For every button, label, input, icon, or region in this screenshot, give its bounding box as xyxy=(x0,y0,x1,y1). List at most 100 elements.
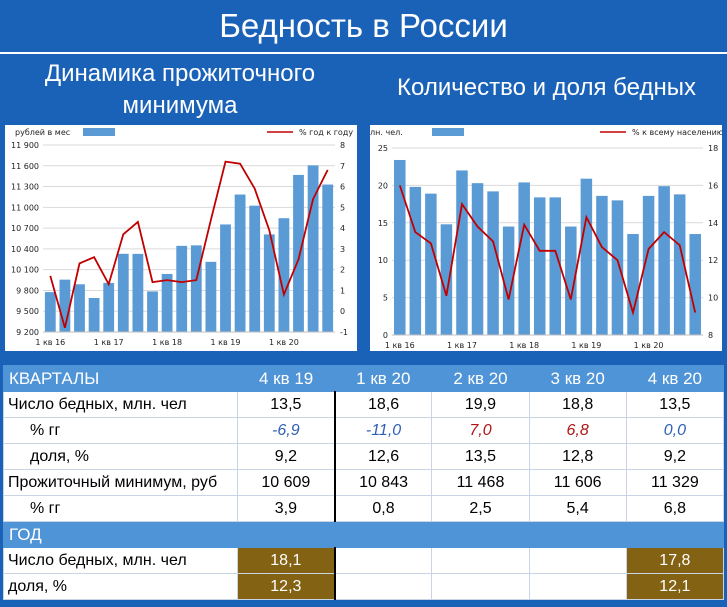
year-header-cell xyxy=(431,521,530,548)
x-tick-label: 1 кв 16 xyxy=(385,341,415,350)
table-cell: 6,8 xyxy=(625,495,725,522)
bar xyxy=(565,226,577,335)
bar xyxy=(132,253,144,332)
legend-bar-swatch xyxy=(83,128,115,136)
y-left-tick-label: 15 xyxy=(378,219,388,228)
bar xyxy=(190,245,202,332)
legend-bar-label: млн. чел. xyxy=(370,128,403,137)
x-tick-label: 1 кв 18 xyxy=(509,341,539,350)
bar xyxy=(249,205,261,332)
subsistence-minimum-chart: рублей в мес % год к году 9 200 9 500 9 800 1… xyxy=(5,125,357,351)
bar xyxy=(322,184,334,332)
y-right-tick-label: 8 xyxy=(340,141,345,150)
legend-line-label: % год к году xyxy=(299,128,353,137)
empty-cell xyxy=(431,573,530,600)
y-left-tick-label: 11 600 xyxy=(11,162,39,171)
y-right-tick-label: 12 xyxy=(708,256,718,265)
legend-bar-swatch xyxy=(432,128,464,136)
x-tick-label: 1 кв 20 xyxy=(634,341,664,350)
year-header-cell xyxy=(528,521,627,548)
y-left-tick-label: 0 xyxy=(383,331,388,340)
year-header-row: ГОД xyxy=(3,521,725,548)
row-label: % гг xyxy=(3,495,238,522)
table-header-row: КВАРТАЛЫ 4 кв 19 1 кв 20 2 кв 20 3 кв 20… xyxy=(3,365,725,392)
empty-cell xyxy=(333,573,433,600)
row-label: Прожиточный минимум, руб xyxy=(3,469,238,496)
table-row: доля, % 9,2 12,6 13,5 12,8 9,2 xyxy=(3,443,725,470)
empty-cell xyxy=(431,547,530,574)
x-tick-label: 1 кв 19 xyxy=(571,341,601,350)
bar xyxy=(502,226,515,335)
y-left-tick-label: 9 800 xyxy=(16,286,39,295)
year-value-cell: 12,3 xyxy=(236,573,336,600)
quarters-header: КВАРТАЛЫ xyxy=(3,365,238,392)
bar xyxy=(307,165,319,332)
page-title: Бедность в России xyxy=(219,7,508,44)
bar xyxy=(161,273,173,332)
y-right-tick-label: 16 xyxy=(708,181,718,190)
table-cell: 13,5 xyxy=(236,391,336,418)
row-label: доля, % xyxy=(3,573,238,600)
subsistence-minimum-chart-svg: рублей в мес % год к году 9 200 9 500 9 800 1… xyxy=(11,128,353,347)
row-label: % гг xyxy=(3,417,238,444)
x-tick-label: 1 кв 19 xyxy=(211,338,241,347)
bar xyxy=(234,194,246,332)
y-right-tick-label: 3 xyxy=(340,245,345,254)
table-cell: 2,5 xyxy=(431,495,530,522)
table-cell: 13,5 xyxy=(431,443,530,470)
year-header-cell xyxy=(334,521,433,548)
bar xyxy=(205,261,217,332)
bar xyxy=(611,200,624,335)
bar xyxy=(487,191,499,335)
right-chart-heading: Количество и доля бедных xyxy=(397,74,696,101)
empty-cell xyxy=(528,573,627,600)
bar xyxy=(549,197,562,335)
row-label: доля, % xyxy=(3,443,238,470)
poverty-count-chart-svg: млн. чел. % к всему населению 0 5 10 15 20 25 8 1… xyxy=(370,128,722,350)
y-right-tick-label: -1 xyxy=(340,328,348,337)
y-right-tick-label: 10 xyxy=(708,294,718,303)
table-cell: 9,2 xyxy=(236,443,336,470)
table-cell: 19,9 xyxy=(431,391,530,418)
table-row: Число бедных, млн. чел 13,5 18,6 19,9 18… xyxy=(3,391,725,418)
y-left-tick-label: 11 000 xyxy=(11,203,39,212)
quarter-header: 3 кв 20 xyxy=(528,365,627,392)
x-tick-label: 1 кв 20 xyxy=(269,338,299,347)
year-value-cell: 18,1 xyxy=(236,547,336,574)
line-series xyxy=(398,185,697,317)
bar xyxy=(278,218,290,332)
legend-line-label: % к всему населению xyxy=(632,128,722,137)
bar xyxy=(394,159,406,335)
table-cell: 9,2 xyxy=(625,443,725,470)
table-row: доля, % 12,3 12,1 xyxy=(3,573,725,600)
table-cell: 0,8 xyxy=(333,495,433,522)
bar xyxy=(147,291,158,332)
bar xyxy=(117,253,129,332)
bar xyxy=(409,186,422,335)
bar xyxy=(673,194,686,335)
bar xyxy=(103,282,115,332)
table-cell: 5,4 xyxy=(528,495,627,522)
bar xyxy=(596,195,608,335)
bar xyxy=(440,224,453,335)
bar xyxy=(580,178,593,335)
y-right-tick-label: 8 xyxy=(708,331,713,340)
table-cell: 10 609 xyxy=(236,469,336,496)
y-right-tick-label: 5 xyxy=(340,203,345,212)
row-label: Число бедных, млн. чел xyxy=(3,391,238,418)
year-header-cell xyxy=(236,521,336,548)
table-cell: 13,5 xyxy=(625,391,725,418)
poverty-count-chart: млн. чел. % к всему населению 0 5 10 15 20 25 8 1… xyxy=(370,125,722,351)
bar xyxy=(74,284,85,332)
left-chart-heading: Динамика прожиточного минимума xyxy=(44,60,316,119)
table-cell: -6,9 xyxy=(236,417,336,444)
x-tick-label: 1 кв 18 xyxy=(152,338,182,347)
table-cell: 12,6 xyxy=(333,443,433,470)
bar xyxy=(456,170,468,335)
bar xyxy=(658,186,670,335)
bar xyxy=(176,245,188,332)
y-left-tick-label: 9 500 xyxy=(16,307,39,316)
bar xyxy=(425,193,437,335)
table-cell: 11 468 xyxy=(431,469,530,496)
y-left-tick-label: 25 xyxy=(378,144,388,153)
